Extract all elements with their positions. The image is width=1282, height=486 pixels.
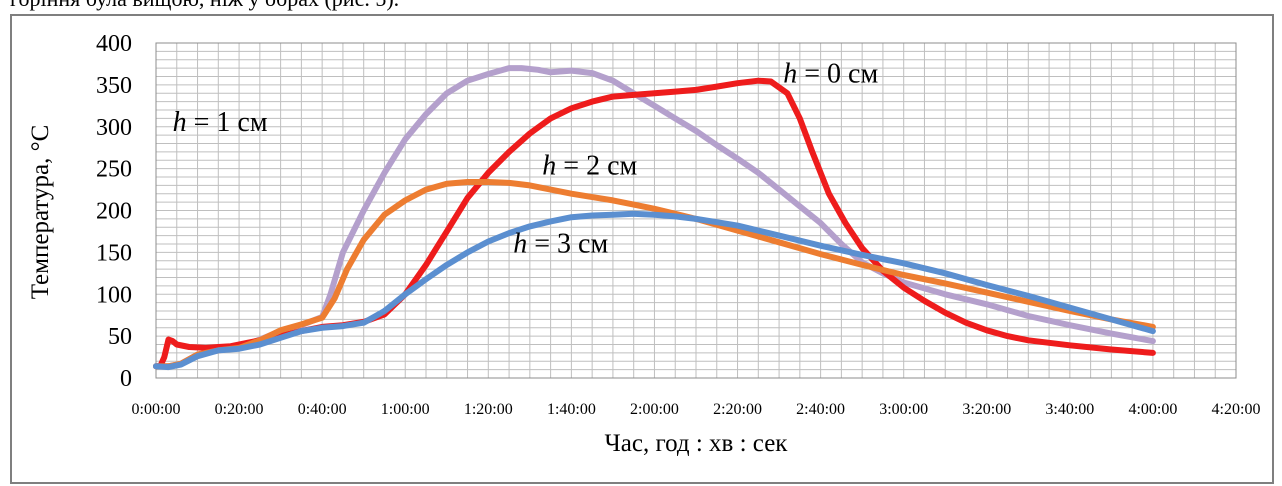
- chart-series: [153, 65, 1156, 371]
- series-label: h = 3 см: [513, 228, 608, 259]
- x-tick-label: 2:20:00: [713, 401, 762, 418]
- x-tick-label: 0:40:00: [298, 401, 347, 418]
- x-tick-label: 1:40:00: [547, 401, 596, 418]
- y-tick-label: 400: [96, 31, 132, 57]
- y-tick-label: 300: [96, 115, 132, 141]
- chart-series-labels: h = 1 см h = 0 см h = 2 см h = 3 см: [173, 58, 879, 259]
- y-tick-label: 150: [96, 240, 132, 266]
- x-tick-label: 1:20:00: [464, 401, 513, 418]
- x-tick-label: 2:00:00: [630, 401, 679, 418]
- y-tick-label: 350: [96, 73, 132, 99]
- y-axis-label: Температура, °С: [27, 125, 54, 300]
- x-tick-label: 0:00:00: [132, 401, 181, 418]
- x-tick-label: 1:00:00: [381, 401, 430, 418]
- plot-area-border: [155, 42, 1237, 379]
- y-tick-label: 200: [96, 199, 132, 225]
- y-tick-label: 0: [120, 366, 132, 392]
- series-label: h = 0 см: [783, 58, 878, 89]
- x-tick-label: 4:20:00: [1212, 401, 1261, 418]
- x-axis-label: Час, год : хв : сек: [605, 430, 789, 457]
- chart-axes: 0 50 100 150 200 250 300 350 400 0:00:00 0:20:00 0:…: [96, 31, 1260, 418]
- x-tick-label: 2:40:00: [796, 401, 845, 418]
- document-text-above-figure: горіння була вищою, ніж у обрах (рис. 5)…: [10, 0, 399, 12]
- y-tick-label: 100: [96, 282, 132, 308]
- series-label: h = 1 см: [173, 107, 268, 138]
- y-tick-label: 250: [96, 157, 132, 183]
- x-tick-label: 3:00:00: [879, 401, 928, 418]
- series-label: h = 2 см: [542, 150, 637, 181]
- x-tick-label: 3:20:00: [962, 401, 1011, 418]
- x-tick-label: 3:40:00: [1045, 401, 1094, 418]
- x-tick-label: 4:00:00: [1128, 401, 1177, 418]
- x-tick-label: 0:20:00: [215, 401, 264, 418]
- series-line: [153, 210, 1156, 371]
- y-tick-label: 50: [108, 324, 132, 350]
- series-line: [153, 179, 1156, 370]
